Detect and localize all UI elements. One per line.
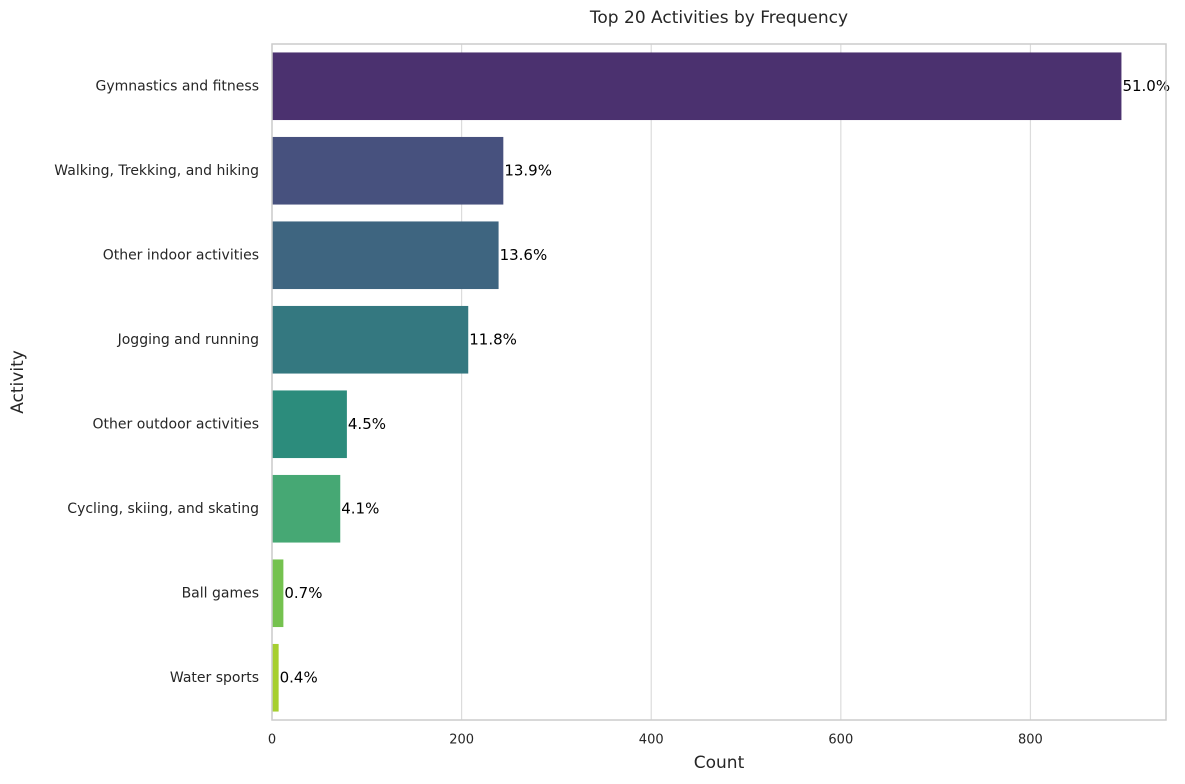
y-tick-label: Walking, Trekking, and hiking — [54, 163, 259, 179]
y-tick-label: Gymnastics and fitness — [95, 78, 259, 94]
value-label: 4.1% — [341, 499, 379, 517]
bar — [272, 559, 284, 628]
value-label: 4.5% — [348, 415, 386, 433]
bar — [272, 305, 469, 374]
x-axis-label: Count — [694, 753, 745, 773]
value-label: 13.6% — [500, 246, 548, 264]
plot-frame — [271, 43, 1167, 721]
value-label: 13.9% — [504, 161, 552, 179]
y-tick-label: Water sports — [170, 670, 259, 686]
bar — [272, 52, 1122, 121]
x-tick-label: 800 — [1018, 733, 1043, 748]
bar — [272, 643, 279, 712]
y-tick-label: Jogging and running — [117, 332, 259, 348]
y-tick-label: Other indoor activities — [103, 247, 259, 263]
chart-title: Top 20 Activities by Frequency — [589, 8, 848, 28]
x-tick-label: 200 — [449, 733, 474, 748]
value-label: 51.0% — [1122, 77, 1170, 95]
y-tick-label: Other outdoor activities — [93, 416, 259, 432]
value-label: 11.8% — [469, 330, 517, 348]
bar — [272, 221, 499, 290]
y-tick-label: Cycling, skiing, and skating — [67, 501, 259, 517]
bar — [272, 390, 347, 459]
x-tick-label: 600 — [828, 733, 853, 748]
y-tick-label: Ball games — [182, 585, 259, 601]
x-tick-label: 0 — [268, 733, 276, 748]
value-label: 0.7% — [284, 584, 322, 602]
x-tick-label: 400 — [639, 733, 664, 748]
y-axis-label: Activity — [8, 350, 28, 414]
value-label: 0.4% — [280, 668, 318, 686]
bar — [272, 136, 504, 205]
bar — [272, 474, 341, 543]
